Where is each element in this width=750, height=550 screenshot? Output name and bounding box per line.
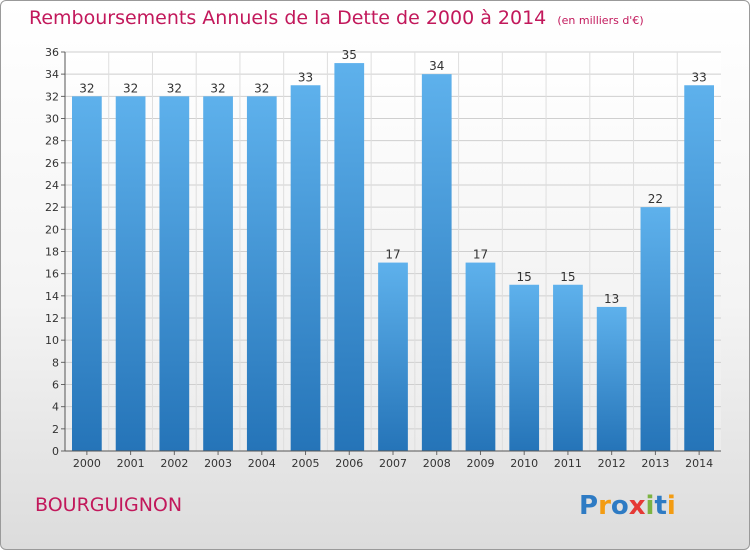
place-name: BOURGUIGNON [35, 494, 183, 516]
x-tick-label-2010: 2010 [510, 457, 538, 470]
bar-2013 [640, 207, 671, 451]
value-label-2003: 32 [210, 81, 225, 95]
chart-unit: (en milliers d'€) [557, 14, 644, 27]
y-tick-label: 34 [45, 68, 59, 81]
bar-2012 [596, 306, 627, 451]
value-label-2001: 32 [123, 81, 138, 95]
bar-2014 [684, 85, 715, 451]
y-tick-label: 0 [52, 445, 59, 458]
x-tick-label-2000: 2000 [73, 457, 101, 470]
logo-letter: i [645, 491, 655, 521]
bar-2009 [465, 262, 496, 451]
logo-letter: o [610, 491, 629, 521]
y-tick-label: 22 [45, 201, 59, 214]
bar-2004 [246, 96, 277, 451]
bar-2003 [203, 96, 233, 451]
bar-2010 [509, 284, 540, 451]
bar-2006 [334, 63, 365, 451]
value-label-2000: 32 [79, 81, 94, 95]
bar-2002 [159, 96, 190, 451]
value-label-2009: 17 [473, 248, 488, 262]
logo-letter: t [654, 491, 667, 521]
y-tick-label: 20 [45, 223, 59, 236]
value-label-2006: 35 [342, 48, 357, 62]
x-tick-label-2004: 2004 [248, 457, 276, 470]
x-tick-label-2005: 2005 [292, 457, 320, 470]
logo-letter: i [666, 491, 676, 521]
y-tick-label: 2 [52, 423, 59, 436]
value-label-2013: 22 [648, 192, 663, 206]
x-tick-label-2006: 2006 [335, 457, 363, 470]
y-tick-label: 16 [45, 268, 59, 281]
value-label-2014: 33 [691, 70, 706, 84]
y-tick-label: 14 [45, 290, 59, 303]
y-tick-label: 18 [45, 246, 59, 259]
x-tick-label-2003: 2003 [204, 457, 232, 470]
x-tick-label-2008: 2008 [423, 457, 451, 470]
bar-2007 [378, 262, 408, 451]
bar-2001 [115, 96, 146, 451]
value-label-2012: 13 [604, 292, 619, 306]
y-tick-label: 36 [45, 46, 59, 59]
x-tick-label-2013: 2013 [641, 457, 669, 470]
value-label-2002: 32 [167, 81, 182, 95]
chart-title-line: Remboursements Annuels de la Dette de 20… [29, 7, 644, 29]
value-label-2011: 15 [560, 270, 575, 284]
logo-letter: x [628, 491, 646, 521]
proxiti-logo: Proxiti [579, 491, 676, 521]
value-label-2004: 32 [254, 81, 269, 95]
x-tick-label-2002: 2002 [160, 457, 188, 470]
logo-letter: r [598, 491, 611, 521]
bar-2011 [553, 284, 583, 451]
value-label-2005: 33 [298, 70, 313, 84]
x-tick-label-2011: 2011 [554, 457, 582, 470]
bar-2008 [421, 74, 452, 452]
x-tick-label-2009: 2009 [466, 457, 494, 470]
y-tick-label: 10 [45, 334, 59, 347]
value-label-2008: 34 [429, 59, 444, 73]
y-tick-label: 26 [45, 157, 59, 170]
y-tick-label: 6 [52, 379, 59, 392]
x-tick-label-2012: 2012 [598, 457, 626, 470]
x-tick-label-2007: 2007 [379, 457, 407, 470]
logo-letter: P [579, 491, 599, 521]
y-tick-label: 4 [52, 401, 59, 414]
bar-2005 [290, 85, 321, 451]
y-tick-label: 28 [45, 135, 59, 148]
value-label-2010: 15 [517, 270, 532, 284]
value-label-2007: 17 [385, 248, 400, 262]
chart-title: Remboursements Annuels de la Dette de 20… [29, 7, 547, 29]
y-tick-label: 30 [45, 113, 59, 126]
bar-2000 [71, 96, 102, 451]
y-tick-label: 24 [45, 179, 59, 192]
y-tick-label: 12 [45, 312, 59, 325]
y-tick-label: 8 [52, 356, 59, 369]
x-tick-label-2014: 2014 [685, 457, 713, 470]
y-tick-label: 32 [45, 90, 59, 103]
x-tick-label-2001: 2001 [117, 457, 145, 470]
